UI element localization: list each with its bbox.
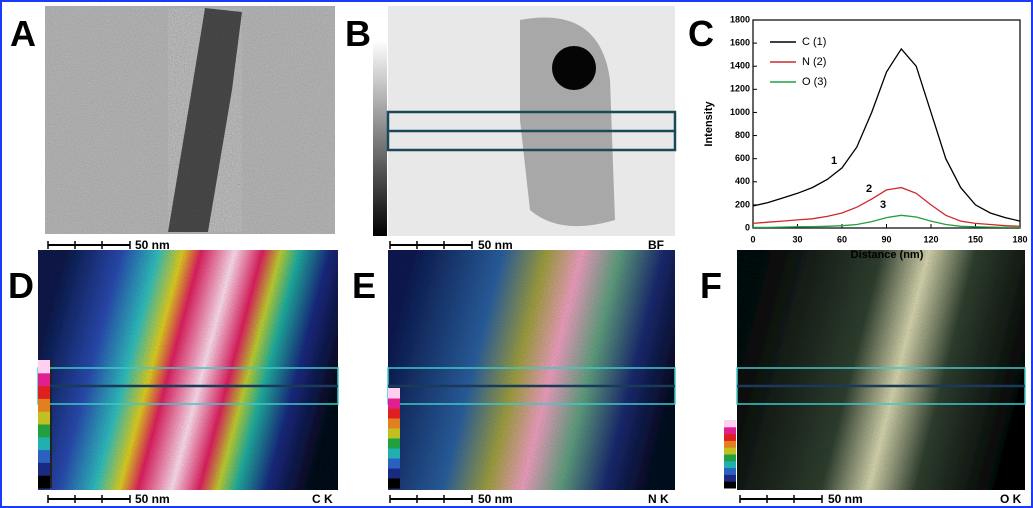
channel-label: O K	[1000, 492, 1022, 506]
x-axis-label: Distance (nm)	[851, 249, 924, 261]
color-step	[38, 475, 50, 489]
color-step	[724, 467, 736, 475]
color-step	[388, 408, 400, 419]
panel-a	[45, 6, 335, 234]
legend-label: N (2)	[802, 56, 826, 68]
y-tick-label: 1600	[730, 37, 750, 47]
panel-label: A	[10, 13, 36, 54]
c-map	[38, 250, 338, 490]
n-map	[388, 250, 675, 490]
panel-b	[373, 6, 677, 236]
x-tick-label: 150	[968, 234, 983, 244]
color-step	[38, 372, 50, 387]
channel-label: BF	[648, 238, 664, 252]
particle	[552, 46, 596, 90]
y-tick-label: 1800	[730, 14, 750, 24]
color-step	[388, 428, 400, 439]
color-step	[388, 468, 400, 479]
color-step	[388, 448, 400, 459]
color-step	[388, 458, 400, 469]
curve-label: 1	[831, 155, 837, 167]
curve-label: 2	[866, 183, 872, 195]
panel-f	[737, 250, 1025, 490]
scale-label: 50 nm	[478, 238, 513, 252]
series-line	[752, 47, 1021, 222]
curve-label: 3	[880, 199, 886, 211]
color-step	[38, 411, 50, 425]
panel-label: F	[700, 265, 722, 306]
channel-label: C K	[312, 492, 333, 506]
legend-label: C (1)	[802, 36, 826, 48]
color-step	[388, 438, 400, 449]
y-tick-label: 600	[735, 153, 750, 163]
color-step	[724, 420, 736, 428]
y-tick-label: 200	[735, 199, 750, 209]
color-step	[724, 454, 736, 462]
color-step	[724, 426, 736, 435]
color-step	[388, 388, 400, 399]
color-step	[388, 418, 400, 429]
x-tick-label: 30	[792, 234, 802, 244]
color-step	[388, 398, 400, 409]
panel-label: E	[352, 265, 376, 306]
channel-label: N K	[648, 492, 669, 506]
y-tick-label: 1400	[730, 61, 750, 71]
series-line	[752, 186, 1021, 227]
panel-label: B	[345, 13, 371, 54]
color-step	[38, 436, 50, 451]
color-step	[388, 478, 400, 489]
y-tick-label: 0	[745, 222, 750, 232]
scale-label: 50 nm	[135, 238, 170, 252]
color-step	[724, 440, 736, 448]
y-tick-label: 1000	[730, 107, 750, 117]
color-step	[38, 449, 50, 463]
color-step	[724, 460, 736, 469]
scale-label: 50 nm	[478, 492, 513, 506]
y-tick-label: 800	[735, 130, 750, 140]
color-step	[724, 447, 736, 455]
color-step	[38, 398, 50, 412]
color-step	[38, 462, 50, 476]
x-tick-label: 180	[1012, 234, 1027, 244]
x-tick-label: 90	[881, 234, 891, 244]
panel-e	[388, 250, 675, 490]
x-tick-label: 120	[923, 234, 938, 244]
y-tick-label: 400	[735, 176, 750, 186]
color-step	[38, 385, 50, 399]
legend-label: O (3)	[802, 76, 827, 88]
scale-label: 50 nm	[828, 492, 863, 506]
x-tick-label: 0	[750, 234, 755, 244]
panel-label: D	[8, 265, 34, 306]
gray-scale	[373, 40, 387, 236]
color-step	[724, 474, 736, 482]
y-tick-label: 1200	[730, 84, 750, 94]
scale-label: 50 nm	[135, 492, 170, 506]
color-step	[38, 424, 50, 438]
plot-frame	[752, 19, 1021, 229]
color-step	[38, 360, 50, 374]
series-line	[753, 214, 1020, 229]
x-tick-label: 60	[837, 234, 847, 244]
color-step	[724, 433, 736, 441]
y-axis-label: Intensity	[703, 101, 715, 147]
panel-d	[38, 250, 338, 490]
color-step	[724, 481, 736, 489]
o-map	[737, 250, 1025, 490]
panel-label: C	[688, 13, 714, 54]
nanofiber	[168, 8, 242, 232]
line-chart: Distance (nm) Intensity 0200400600800100…	[703, 14, 1028, 261]
